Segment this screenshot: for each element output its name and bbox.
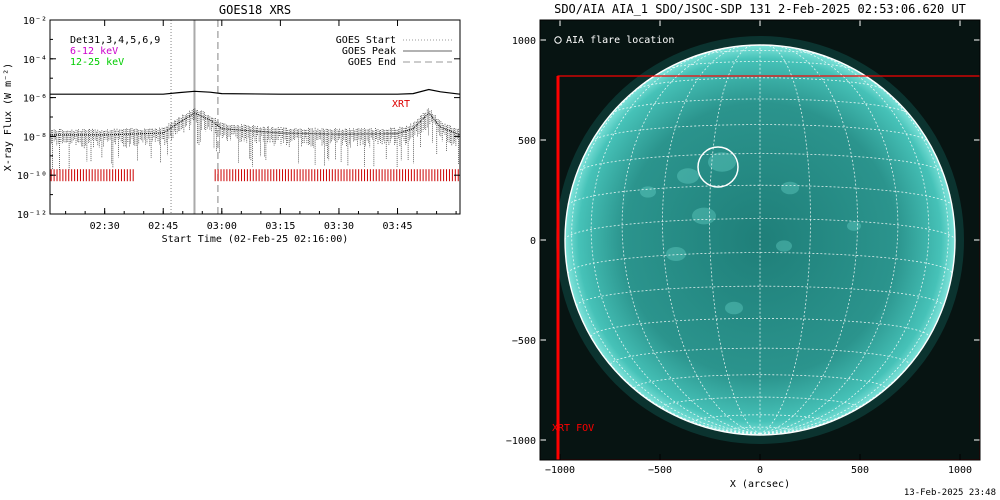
legend-left-item: 6-12 keV bbox=[70, 46, 118, 57]
x-tick-label: −1000 bbox=[545, 465, 575, 476]
legend-left-item: 12-25 keV bbox=[70, 57, 124, 68]
x-tick-label: 03:45 bbox=[382, 221, 412, 232]
active-region bbox=[725, 301, 743, 315]
y-tick-label: 10⁻⁴ bbox=[23, 55, 47, 66]
xrt-fov-left-edge bbox=[556, 76, 560, 460]
goes-xrs-chart: GOES18 XRS 02:30 02:45 03:00 03:15 03:30 03:4… bbox=[3, 3, 461, 245]
y-tick-label: 500 bbox=[518, 136, 536, 147]
y-axis-label: X-ray Flux (W m⁻²) bbox=[3, 63, 14, 171]
active-region bbox=[776, 240, 792, 252]
y-tick-label: 10⁻¹⁰ bbox=[17, 171, 47, 182]
legend-right-item: GOES Peak bbox=[342, 46, 396, 57]
x-tick-label: 02:45 bbox=[148, 221, 178, 232]
legend-right-item: GOES Start bbox=[336, 35, 396, 46]
x-tick-label: −500 bbox=[648, 465, 672, 476]
active-region bbox=[708, 152, 736, 172]
xrt-fov-label: XRT FOV bbox=[552, 423, 594, 434]
active-region bbox=[692, 207, 716, 225]
y-tick-label: 10⁻⁶ bbox=[23, 94, 47, 105]
y-tick-label: 10⁻¹² bbox=[17, 210, 47, 221]
y-tick-label: 10⁻⁸ bbox=[23, 132, 47, 143]
x-axis-label: Start Time (02-Feb-25 02:16:00) bbox=[162, 234, 349, 245]
active-region bbox=[847, 221, 861, 231]
goes-short-series bbox=[50, 112, 461, 136]
active-region bbox=[677, 168, 699, 184]
flare-legend-label: AIA flare location bbox=[566, 35, 674, 46]
x-tick-label: 02:30 bbox=[90, 221, 120, 232]
legend-right-item: GOES End bbox=[348, 57, 396, 68]
footer-timestamp: 13-Feb-2025 23:48 bbox=[903, 488, 996, 498]
map-title: SDO/AIA AIA_1 SDO/JSOC-SDP 131 2-Feb-202… bbox=[554, 2, 966, 16]
flare-legend-marker bbox=[554, 36, 562, 44]
y-tick-label: −1000 bbox=[506, 436, 536, 447]
x-tick-label: 03:00 bbox=[207, 221, 237, 232]
xrt-label: XRT bbox=[392, 99, 410, 110]
aia-map: SDO/AIA AIA_1 SDO/JSOC-SDP 131 2-Feb-202… bbox=[506, 2, 981, 490]
y-tick-label: 1000 bbox=[512, 36, 536, 47]
x-tick-label: 1000 bbox=[948, 465, 972, 476]
y-tick-label: 10⁻² bbox=[23, 16, 47, 27]
goes-long-series bbox=[50, 88, 461, 95]
y-tick-label: 0 bbox=[530, 236, 536, 247]
flare-location-circle bbox=[697, 146, 739, 188]
map-frame bbox=[539, 19, 981, 461]
x-tick-label: 0 bbox=[757, 465, 763, 476]
active-region bbox=[781, 181, 799, 195]
x-tick-label: 500 bbox=[851, 465, 869, 476]
legend-left-item: Det31,3,4,5,6,9 bbox=[70, 35, 160, 46]
goes-short-noise bbox=[49, 108, 461, 170]
chart-title: GOES18 XRS bbox=[219, 3, 291, 17]
solar-limb bbox=[564, 44, 956, 436]
x-tick-label: 03:15 bbox=[265, 221, 295, 232]
active-region bbox=[640, 186, 656, 198]
active-region bbox=[666, 247, 686, 261]
x-tick-label: 03:30 bbox=[324, 221, 354, 232]
plot-frame bbox=[49, 19, 461, 215]
map-x-axis-label: X (arcsec) bbox=[730, 479, 790, 490]
y-tick-label: −500 bbox=[512, 336, 536, 347]
